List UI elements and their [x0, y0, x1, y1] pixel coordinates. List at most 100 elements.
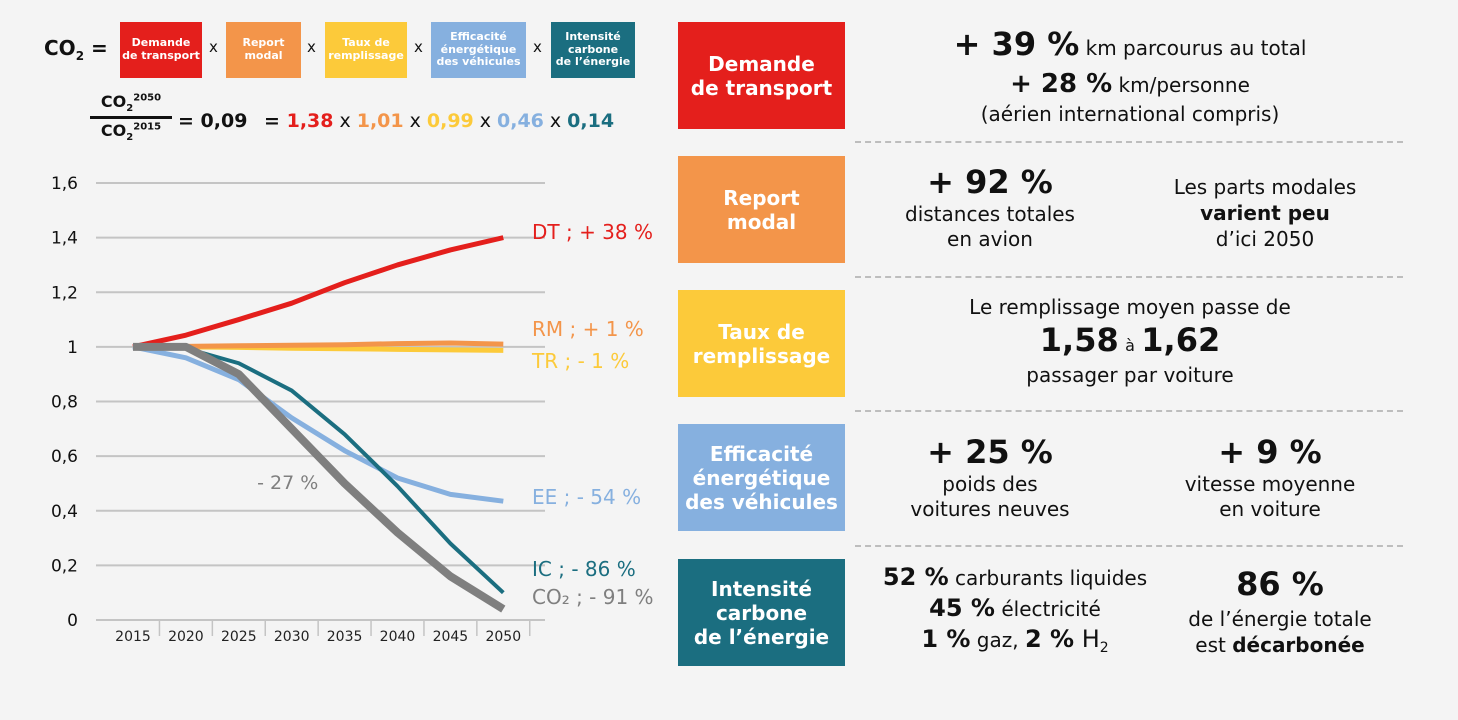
stat-carburants: 52 % carburants liquides [862, 562, 1168, 593]
y-tick-label: 1,6 [51, 174, 78, 194]
stat-range: 1,58 à 1,62 [860, 320, 1400, 362]
stat-label: en voiture [1219, 497, 1321, 521]
stat-gaz-h2: 1 % gaz, 2 % H2 [862, 624, 1168, 657]
remplissage-stats: Le remplissage moyen passe de 1,58 à 1,6… [860, 294, 1400, 388]
x-tick-label: 2020 [168, 629, 204, 645]
stat-label: Les parts modales [1173, 175, 1357, 199]
stat-value: + 39 % [953, 25, 1080, 63]
factor-box-report: Report modal [226, 22, 301, 78]
ratio-denominator: CO22015 [90, 119, 172, 143]
stat-label: carburants liquides [948, 566, 1148, 590]
stat-label: est [1195, 632, 1233, 657]
ratio-fraction: CO22050 CO22015 [90, 92, 172, 143]
series-label-ic: IC ; - 86 % [532, 557, 636, 581]
y-tick-label: 1,4 [51, 229, 78, 249]
ratio-value-ee: 0,46 [497, 110, 544, 132]
report-stat-parts: Les parts modales varient peu d’ici 2050 [1150, 174, 1380, 252]
y-tick-label: 1,2 [51, 283, 78, 303]
x-tick-label: 2015 [115, 629, 151, 645]
intensite-stat-mix: 52 % carburants liquides 45 % électricit… [862, 562, 1168, 658]
category-demande-de-transport: Demande de transport [678, 22, 845, 129]
stat-label: passager par voiture [1026, 362, 1234, 387]
series-label-rm: RM ; + 1 % [532, 317, 644, 341]
numerator-sup: 2050 [133, 92, 162, 104]
stat-note: (aérien international compris) [980, 102, 1280, 127]
y-tick-label: 0 [67, 611, 78, 631]
stat-value: + 92 % [927, 163, 1053, 201]
line-chart: 0 0,2 0,4 0,6 0,8 1 1,2 1,4 1,6 2015 2020 2025 2030 2… [51, 174, 654, 645]
stat-km-total: + 39 % km parcourus au total [860, 24, 1400, 66]
stat-label: électricité [994, 597, 1101, 622]
times-sign: x [409, 110, 421, 132]
series-line-rm [132, 340, 504, 350]
stat-value: 1 % [921, 625, 971, 654]
stat-label: Le remplissage moyen passe de [969, 295, 1291, 319]
numerator-co: CO [100, 92, 127, 111]
series-label-tr: TR ; - 1 % [531, 349, 629, 373]
stat-label: gaz, [970, 628, 1025, 653]
stat-emphasis: décarbonée [1232, 632, 1365, 657]
stat-value: + 25 % [927, 433, 1053, 471]
divider [855, 141, 1403, 143]
x-tick-label: 2045 [433, 629, 469, 645]
factor-box-demande: Demande de transport [120, 22, 202, 78]
ratio-eq: = [264, 110, 280, 132]
category-efficacite-energetique: Efficacité énergétique des véhicules [678, 424, 845, 531]
times-sign: x [549, 110, 562, 132]
series-label-co2: CO₂ ; - 91 % [532, 585, 654, 609]
denominator-co: CO [100, 121, 127, 141]
stat-value-from: 1,58 [1039, 321, 1119, 359]
ratio-values: = 0,09 = 1,38 x 1,01 x 0,99 x 0,46 x 0,14 [178, 110, 614, 132]
y-tick-label: 0,8 [51, 393, 78, 413]
denominator-sup: 2015 [133, 121, 162, 133]
stat-value: + 9 % [1218, 433, 1322, 471]
stat-label: en avion [947, 227, 1033, 251]
times-sign: x [307, 38, 316, 56]
report-stat-avion: + 92 % distances totales en avion [880, 162, 1100, 252]
demande-stats: + 39 % km parcourus au total + 28 % km/p… [860, 24, 1400, 127]
times-sign: x [414, 38, 423, 56]
category-report-modal: Report modal [678, 156, 845, 263]
times-sign: x [533, 38, 542, 56]
x-tick-label: 2025 [221, 629, 257, 645]
x-tick-label: 2050 [485, 629, 521, 645]
stat-label: km parcourus au total [1079, 36, 1307, 60]
efficacite-stat-vitesse: + 9 % vitesse moyenne en voiture [1160, 432, 1380, 522]
stat-value: 2 % [1024, 625, 1075, 654]
series-line-co2 [133, 342, 506, 613]
x-tick-label: 2030 [274, 629, 310, 645]
category-intensite-carbone: Intensité carbone de l’énergie [678, 559, 845, 666]
stat-km-personne: + 28 % km/personne [860, 68, 1400, 102]
series-line-ee [132, 344, 504, 504]
times-sign: x [339, 110, 351, 132]
formula-co2-sub: 2 [75, 49, 85, 63]
stat-electricite: 45 % électricité [862, 593, 1168, 624]
factor-box-taux: Taux de remplissage [325, 22, 407, 78]
y-tick-label: 0,6 [51, 447, 78, 467]
stat-label: poids des [942, 472, 1038, 496]
ratio-value-rm: 1,01 [356, 110, 404, 132]
stat-label: km/personne [1112, 72, 1250, 97]
divider [855, 276, 1403, 278]
stat-value: 52 % [882, 563, 949, 591]
annotation-label: - 27 % [257, 472, 318, 494]
stat-sub: 2 [1099, 640, 1109, 657]
stat-emphasis: varient peu [1200, 201, 1330, 225]
times-sign: x [479, 110, 492, 132]
stat-label: d’ici 2050 [1215, 227, 1315, 251]
divider [855, 410, 1403, 412]
factor-box-intensite: Intensité carbone de l’énergie [551, 22, 635, 78]
stat-label: distances totales [905, 202, 1075, 226]
divider [855, 545, 1403, 547]
stat-value-to: 1,62 [1141, 321, 1221, 359]
x-tick-label: 2040 [380, 629, 416, 645]
series-line-dt [132, 235, 504, 350]
ratio-value-dt: 1,38 [286, 110, 334, 132]
ratio-numerator: CO22050 [90, 92, 172, 120]
ratio-value-tr: 0,99 [426, 110, 474, 132]
formula-co2: CO [44, 36, 76, 60]
factor-box-efficacite: Efficacité énergétique des véhicules [431, 22, 526, 78]
numerator-sub: 2 [126, 103, 134, 115]
denominator-sub: 2 [126, 132, 134, 144]
stat-value: 45 % [929, 594, 995, 623]
